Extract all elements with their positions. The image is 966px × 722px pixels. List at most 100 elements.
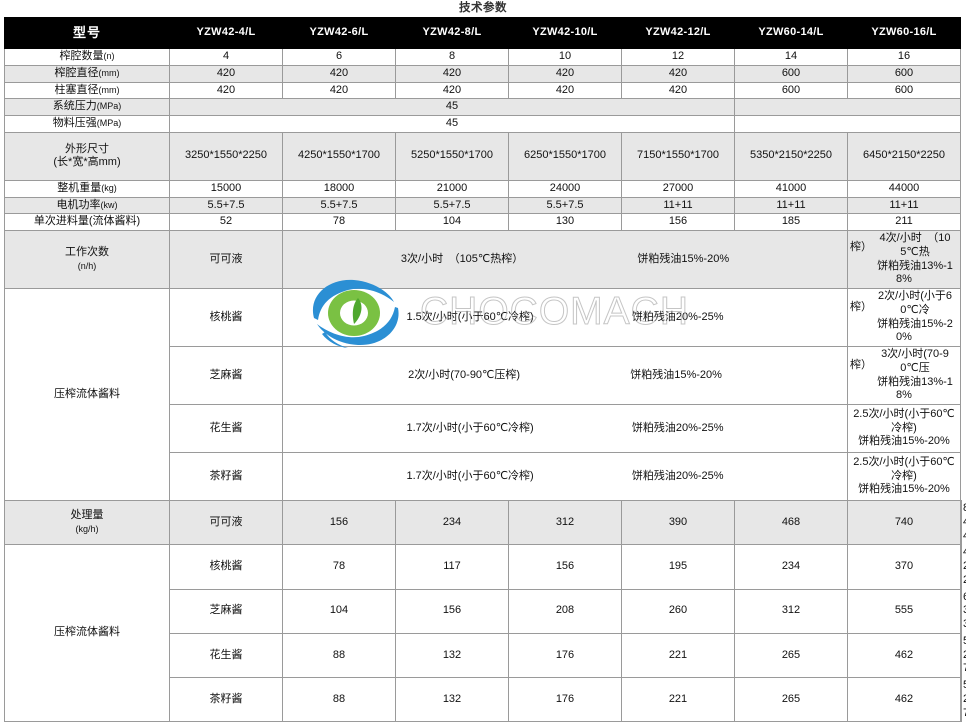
cell: 4 [169,48,283,66]
header-model-4: YZW42-10/L [508,17,622,49]
cell: 420 [282,81,396,100]
material-label: 芝麻酱 [169,588,283,634]
merged-cell-frequency: 1.5次/小时(小于60℃冷榨) 饼粕残油20%-25% [282,288,848,347]
table-header-row: 型号 YZW42-4/L YZW42-6/L YZW42-8/L YZW42-1… [4,17,962,49]
table-row: 芝麻酱 2次/小时(70-90℃压榨) 饼粕残油15%-20% 榨） 3次/小时… [4,346,962,405]
cell: 6250*1550*1700 [508,131,622,181]
row-label: 柱塞直径(mm) [4,81,170,100]
spec-sheet-page: 技术参数 型号 YZW42-4/L YZW42-6/L YZW42-8/L YZ… [4,2,966,722]
cell: 24000 [508,179,622,198]
cell: 527 [960,632,966,679]
group-label-press-fluid-paste-2: 压榨流体酱料 [4,544,170,722]
cell: 132 [395,632,509,679]
table-row: 整机重量(kg) 15000 18000 21000 24000 27000 4… [4,179,962,198]
cell: 420 [395,81,509,100]
cell: 260 [621,588,735,634]
merged-cell-frequency: 1.7次/小时(小于60℃冷榨) 饼粕残油20%-25% [282,404,848,453]
merged-cell: 45 [169,115,735,133]
header-model-3: YZW42-8/L [395,17,509,49]
cell: 312 [508,499,622,546]
cell: 312 [734,588,848,634]
row-label: 物料压强(MPa) [4,115,170,133]
cell: 104 [395,213,509,231]
cell-frequency-right: 2.5次/小时(小于60℃冷榨) 饼粕残油15%-20% [847,452,961,501]
group-label-press-fluid-paste: 压榨流体酱料 [4,288,170,501]
cell: 176 [508,676,622,722]
cell: 156 [395,588,509,634]
cell: 420 [508,64,622,83]
cell: 633 [960,588,966,634]
header-model-6: YZW60-14/L [734,17,848,49]
row-label: 电机功率(kw) [4,196,170,215]
cell: 6450*2150*2250 [847,131,961,181]
cell: 78 [282,213,396,231]
group-label-capacity: 处理量 (kg/h) [4,499,170,546]
cell-frequency-right: 榨） 4次/小时 （105℃热 饼粕残油13%-18% [847,230,961,289]
cell: 7150*1550*1700 [621,131,735,181]
cell: 5.5+7.5 [508,196,622,215]
cell: 234 [734,544,848,590]
cell: 44000 [847,179,961,198]
cell: 555 [847,588,961,634]
cell: 420 [282,64,396,83]
cell-frequency-right: 2.5次/小时(小于60℃冷榨) 饼粕残油15%-20% [847,404,961,453]
cell: 527 [960,676,966,722]
header-model-label: 型号 [4,17,170,49]
cell: 211 [847,213,961,231]
cell: 234 [395,499,509,546]
cell: 390 [621,499,735,546]
cell: 221 [621,676,735,722]
cell: 117 [395,544,509,590]
cell: 420 [621,81,735,100]
cell: 16 [847,48,961,66]
cell: 265 [734,676,848,722]
cell: 195 [621,544,735,590]
table-row: 系统压力(MPa) 45 [4,98,962,116]
cell: 156 [621,213,735,231]
cell: 3250*1550*2250 [169,131,283,181]
table-row: 处理量 (kg/h) 可可液 156 234 312 390 468 740 8… [4,499,966,546]
header-model-1: YZW42-4/L [169,17,283,49]
cell: 11+11 [847,196,961,215]
cell: 156 [282,499,396,546]
cell: 5350*2150*2250 [734,131,848,181]
table-row: 单次进料量(流体酱料) 52 78 104 130 156 185 211 [4,213,962,231]
cell: 176 [508,632,622,679]
cell: 420 [169,64,283,83]
cell: 10 [508,48,622,66]
cell: 11+11 [621,196,735,215]
material-label: 核桃酱 [169,544,283,590]
cell: 11+11 [734,196,848,215]
row-label: 榨腔直径(mm) [4,64,170,83]
merged-cell-frequency: 2次/小时(70-90℃压榨) 饼粕残油15%-20% [282,346,848,405]
cell: 600 [734,64,848,83]
cell: 370 [847,544,961,590]
cell: 600 [847,64,961,83]
cell: 130 [508,213,622,231]
table-row: 压榨流体酱料 核桃酱 1.5次/小时(小于60℃冷榨) 饼粕残油20%-25% … [4,288,962,501]
cell-frequency-right: 榨） 2次/小时(小于60℃冷 饼粕残油15%-20% [847,288,961,347]
cell: 156 [508,544,622,590]
cell: 78 [282,544,396,590]
cell-frequency-right: 榨） 3次/小时(70-90℃压 饼粕残油13%-18% [847,346,961,405]
table-row: 茶籽酱 1.7次/小时(小于60℃冷榨) 饼粕残油20%-25% 2.5次/小时… [4,452,962,501]
cell: 132 [395,676,509,722]
table-row: 物料压强(MPa) 45 [4,115,962,133]
material-label: 核桃酱 [169,288,283,347]
cell: 422 [960,544,966,590]
material-label: 花生酱 [169,632,283,679]
cell: 420 [508,81,622,100]
merged-cell-right [734,98,961,116]
cell: 740 [847,499,961,546]
cell: 52 [169,213,283,231]
cell: 844 [960,499,966,546]
cell: 185 [734,213,848,231]
group-label-work-frequency: 工作次数 (n/h) [4,230,170,289]
cell: 104 [282,588,396,634]
table-row: 柱塞直径(mm) 420 420 420 420 420 600 600 [4,81,962,100]
table-row: 外形尺寸 (长*宽*高mm) 3250*1550*2250 4250*1550*… [4,131,962,181]
cell: 462 [847,632,961,679]
cell: 600 [734,81,848,100]
cell: 468 [734,499,848,546]
page-title: 技术参数 [459,2,507,14]
